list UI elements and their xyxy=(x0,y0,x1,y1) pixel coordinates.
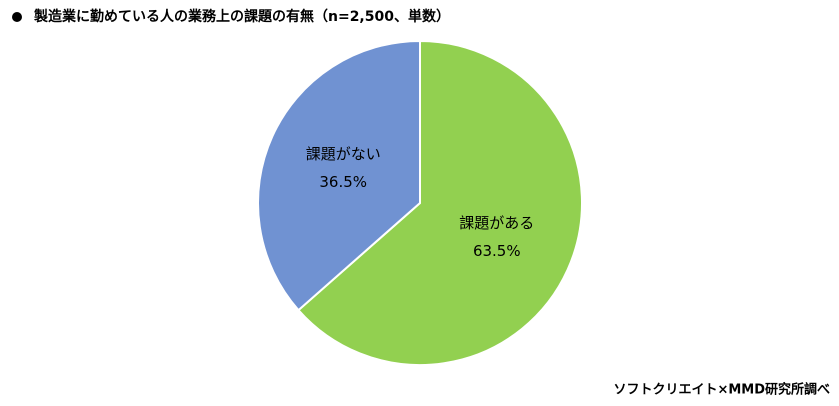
title-bullet xyxy=(12,12,22,22)
slice-value-label: 36.5% xyxy=(319,173,367,191)
slice-category-label: 課題がない xyxy=(306,145,381,163)
slice-value-label: 63.5% xyxy=(473,242,521,260)
chart-title: 製造業に勤めている人の業務上の課題の有無（n=2,500、単数） xyxy=(33,8,450,25)
pie-slice xyxy=(297,39,583,366)
slice-category-label: 課題がある xyxy=(459,214,534,232)
pie-slice xyxy=(257,39,421,312)
source-note: ソフトクリエイト×MMD研究所調べ xyxy=(613,382,830,398)
